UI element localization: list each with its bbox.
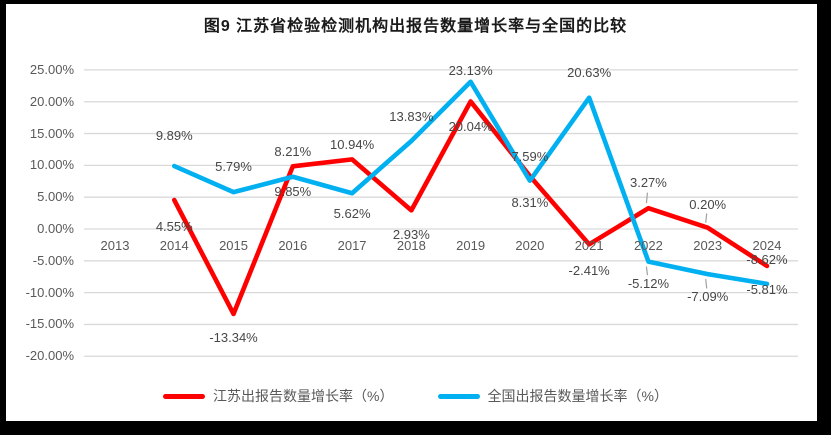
data-label: -7.09% [687,289,729,305]
data-label: 7.59% [511,148,549,164]
x-axis-year-label: 2024 [752,238,782,253]
x-axis-year-label: 2017 [337,238,367,253]
legend-item-national: 全国出报告数量增长率（%） [437,386,668,406]
data-label: 8.31% [511,195,549,211]
x-axis-year-label: 2020 [515,238,545,253]
y-axis-tick-label: 20.00% [29,93,74,109]
data-label: 8.21% [274,143,312,159]
y-axis-tick-label: -15.00% [25,316,74,332]
chart-title: 图9 江苏省检验检测机构出报告数量增长率与全国的比较 [203,18,628,35]
x-axis-year-label: 2016 [278,238,308,253]
legend-label-national: 全国出报告数量增长率（%） [487,388,668,404]
data-label: 2.93% [392,227,430,243]
data-label: 0.20% [689,196,727,212]
data-label: 13.83% [389,108,434,124]
data-label: -5.81% [746,281,788,297]
jiangsu-line-swatch-icon [163,393,206,399]
y-axis-tick-label: 5.00% [37,189,74,205]
data-label: 9.89% [155,128,193,144]
x-axis-year-label: 2019 [456,238,486,253]
data-label: 4.55% [155,219,193,235]
legend-item-jiangsu: 江苏出报告数量增长率（%） [163,386,394,406]
legend-label-jiangsu: 江苏出报告数量增长率（%） [213,388,394,404]
y-axis-tick-label: -20.00% [25,348,74,364]
y-axis-tick-label: 0.00% [37,221,74,236]
data-label: 23.13% [448,62,493,78]
y-axis-tick-label: -10.00% [25,284,74,300]
data-label: -5.12% [627,275,670,291]
data-label: -13.34% [209,329,258,345]
data-label: 20.04% [448,119,493,135]
data-label: 5.62% [333,206,371,222]
y-axis-tick-label: -5.00% [32,252,74,268]
legend: 江苏出报告数量增长率（%） 全国出报告数量增长率（%） [0,386,831,406]
y-axis-tick-label: 25.00% [29,61,74,77]
x-axis-year-label: 2013 [100,238,130,253]
x-axis-year-label: 2023 [693,238,723,253]
national-line-swatch-icon [437,393,480,399]
x-axis-year-label: 2015 [219,238,248,253]
data-label: 9.85% [274,184,312,200]
y-axis-tick-label: 10.00% [29,157,74,173]
data-label: 20.63% [567,64,612,80]
x-axis-year-label: 2022 [633,238,663,253]
data-label: 5.79% [215,159,252,175]
y-axis-tick-label: 15.00% [29,125,74,141]
data-label: 10.94% [330,137,375,153]
data-label: 3.27% [629,175,667,191]
x-axis-year-label: 2018 [396,238,426,253]
data-label: -8.62% [746,251,788,267]
x-axis-year-label: 2014 [159,238,189,253]
x-axis-year-label: 2021 [574,238,604,253]
data-label: -2.41% [568,263,610,279]
